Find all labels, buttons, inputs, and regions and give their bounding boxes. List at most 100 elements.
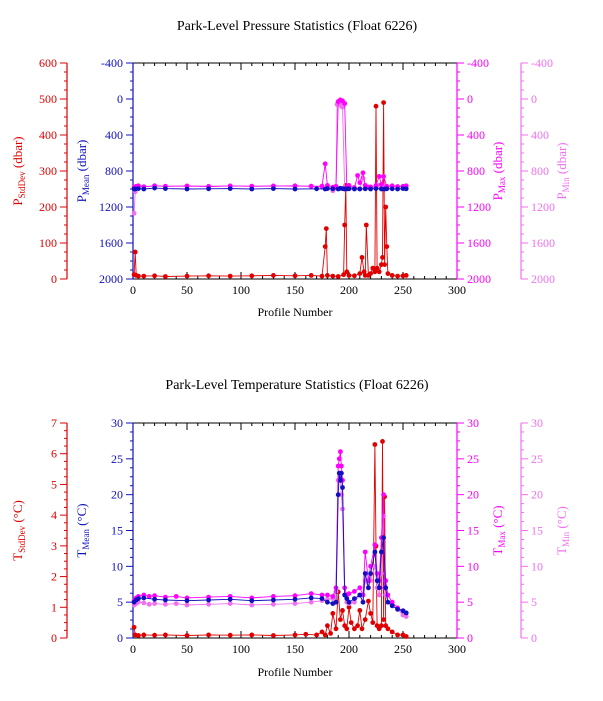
data-point-max xyxy=(292,593,298,599)
data-point-max xyxy=(376,174,382,179)
data-point-mean xyxy=(271,597,276,603)
chart-title: Park-Level Temperature Statistics (Float… xyxy=(165,378,428,393)
x-tick-label: 50 xyxy=(181,642,193,656)
data-point-std xyxy=(385,271,391,276)
data-point-mean xyxy=(292,596,298,602)
data-point-max xyxy=(342,101,348,106)
y-tick-label-mean: 25 xyxy=(111,452,123,466)
data-point-std xyxy=(381,617,386,622)
data-point-std xyxy=(368,611,373,616)
data-point-max xyxy=(381,492,386,498)
data-point-std xyxy=(389,273,395,278)
data-point-std xyxy=(319,629,325,635)
data-point-std xyxy=(141,632,147,638)
data-point-std xyxy=(206,632,212,638)
data-point-std xyxy=(344,626,350,632)
data-point-max xyxy=(357,180,363,186)
y-tick-label-min: 15 xyxy=(531,524,543,538)
data-point-min xyxy=(292,601,298,606)
data-point-std xyxy=(292,273,298,279)
data-point-mean xyxy=(373,186,379,192)
y-tick-label-min: 400 xyxy=(531,128,549,142)
data-point-mean xyxy=(346,186,352,192)
data-point-max xyxy=(372,542,378,548)
data-point-mean xyxy=(227,596,233,602)
data-point-std xyxy=(344,269,350,275)
data-point-min xyxy=(173,601,179,606)
data-point-max xyxy=(173,594,179,599)
y-tick-label-max: 1200 xyxy=(467,200,491,214)
y-axis-label-mean: PMean (dbar) xyxy=(74,140,91,203)
data-point-mean xyxy=(249,598,255,604)
data-point-min xyxy=(131,210,137,216)
data-point-min xyxy=(352,599,357,605)
data-point-mean xyxy=(249,186,255,192)
data-point-max xyxy=(346,591,352,596)
data-point-std xyxy=(352,626,357,632)
data-point-std xyxy=(341,272,346,278)
data-point-min xyxy=(206,601,212,607)
data-point-std xyxy=(131,624,137,630)
data-point-std xyxy=(322,244,328,250)
data-point-std xyxy=(152,273,158,279)
data-point-std xyxy=(249,273,255,279)
data-point-std xyxy=(389,629,395,635)
data-point-std xyxy=(322,632,328,638)
data-point-std xyxy=(370,620,376,625)
y-tick-label-std: 7 xyxy=(51,416,57,430)
data-point-max xyxy=(152,593,158,599)
x-tick-label: 100 xyxy=(232,642,250,656)
data-point-min xyxy=(227,601,233,606)
y-tick-label-min: 25 xyxy=(531,452,543,466)
data-point-std xyxy=(323,226,329,232)
data-point-std xyxy=(379,623,384,629)
data-point-min xyxy=(308,599,314,605)
data-point-mean xyxy=(152,596,158,602)
data-point-max xyxy=(379,182,384,187)
data-point-mean xyxy=(403,610,409,616)
y-tick-label-mean: 0 xyxy=(117,631,123,645)
y-tick-label-mean: 20 xyxy=(111,488,123,502)
data-point-std xyxy=(380,439,385,444)
data-point-mean xyxy=(141,595,147,601)
chart-title: Park-Level Pressure Statistics (Float 62… xyxy=(177,19,418,34)
y-axis-label-std: TStdDev (°C) xyxy=(10,500,27,561)
y-tick-label-min: 1600 xyxy=(531,236,555,250)
data-point-mean xyxy=(206,597,212,603)
data-point-std xyxy=(136,633,141,638)
data-point-min xyxy=(163,601,168,607)
series-line-max xyxy=(133,451,407,614)
data-point-std xyxy=(383,204,389,210)
data-point-mean xyxy=(335,492,341,498)
data-point-std xyxy=(249,632,255,638)
data-point-std xyxy=(308,273,314,278)
data-point-mean xyxy=(330,186,336,192)
y-tick-label-max: 5 xyxy=(467,595,473,609)
x-tick-label: 0 xyxy=(130,642,136,656)
x-tick-label: 250 xyxy=(394,283,412,297)
data-point-std xyxy=(132,249,138,255)
y-tick-label-max: 30 xyxy=(467,416,479,430)
y-tick-label-mean: 1200 xyxy=(99,200,123,214)
y-tick-label-max: 1600 xyxy=(467,236,491,250)
y-tick-label-min: 20 xyxy=(531,488,543,502)
data-point-std xyxy=(395,632,400,638)
data-point-max xyxy=(146,594,152,599)
data-point-mean xyxy=(136,596,141,601)
data-point-max xyxy=(338,449,343,455)
data-point-mean xyxy=(314,186,319,192)
y-tick-label-min: 1200 xyxy=(531,200,555,214)
y-tick-label-std: 500 xyxy=(39,92,57,106)
data-point-std xyxy=(380,255,385,260)
y-axis-label-mean: TMean (°C) xyxy=(74,503,91,557)
data-point-max xyxy=(308,591,314,596)
data-point-mean xyxy=(368,571,373,576)
y-tick-label-mean: 5 xyxy=(117,595,123,609)
data-point-mean xyxy=(384,186,390,192)
y-tick-label-min: 30 xyxy=(531,416,543,430)
data-point-max xyxy=(325,592,330,598)
data-point-mean xyxy=(325,599,330,605)
data-point-mean xyxy=(340,485,345,490)
data-point-std xyxy=(381,100,386,105)
data-point-std xyxy=(385,626,391,632)
